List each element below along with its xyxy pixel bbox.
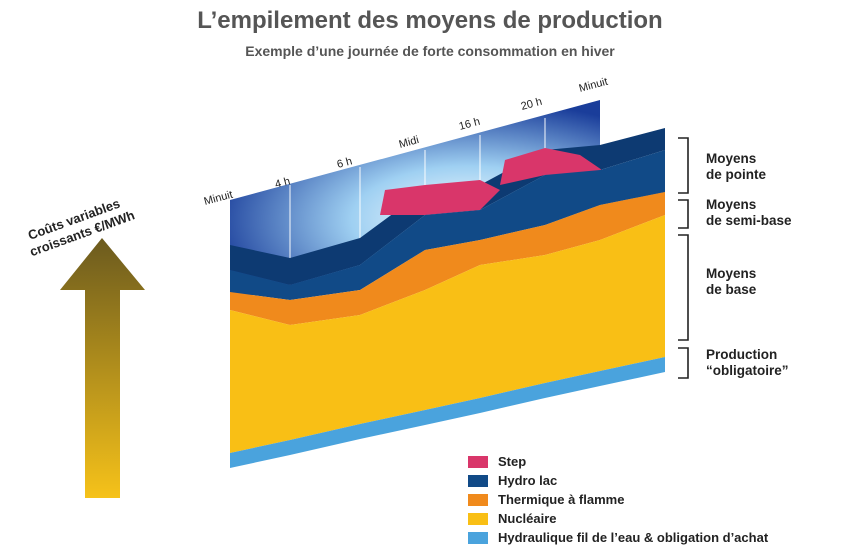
- arrow-label: Coûts variables croissants €/MWh: [22, 192, 137, 259]
- group-label: Moyens: [706, 151, 756, 166]
- legend: Step Hydro lac Thermique à flamme Nucléa…: [468, 454, 769, 545]
- bracket: [678, 235, 688, 340]
- group-label: Moyens: [706, 197, 756, 212]
- group-label: de semi-base: [706, 213, 792, 228]
- legend-swatch: [468, 532, 488, 544]
- legend-swatch: [468, 513, 488, 525]
- group-label: de pointe: [706, 167, 766, 182]
- legend-label: Step: [498, 454, 526, 469]
- time-label: 16 h: [458, 116, 482, 133]
- group-label: Moyens: [706, 266, 756, 281]
- cost-arrow: [60, 238, 145, 498]
- bracket: [678, 200, 688, 228]
- group-label: de base: [706, 282, 757, 297]
- time-label: Midi: [398, 134, 421, 151]
- legend-label: Hydraulique fil de l’eau & obligation d’…: [498, 530, 769, 545]
- legend-swatch: [468, 456, 488, 468]
- legend-label: Nucléaire: [498, 511, 557, 526]
- legend-swatch: [468, 494, 488, 506]
- title: L’empilement des moyens de production: [197, 7, 662, 34]
- bracket: [678, 348, 688, 378]
- group-label: “obligatoire”: [706, 363, 789, 378]
- time-label: Minuit: [578, 76, 609, 95]
- group-label: Production: [706, 347, 777, 362]
- legend-label: Hydro lac: [498, 473, 557, 488]
- infographic: L’empilement des moyens de production Ex…: [0, 0, 845, 552]
- bracket: [678, 138, 688, 193]
- legend-label: Thermique à flamme: [498, 492, 624, 507]
- legend-swatch: [468, 475, 488, 487]
- time-label: Minuit: [203, 189, 234, 208]
- time-label: 20 h: [520, 96, 544, 113]
- subtitle: Exemple d’une journée de forte consommat…: [245, 43, 615, 59]
